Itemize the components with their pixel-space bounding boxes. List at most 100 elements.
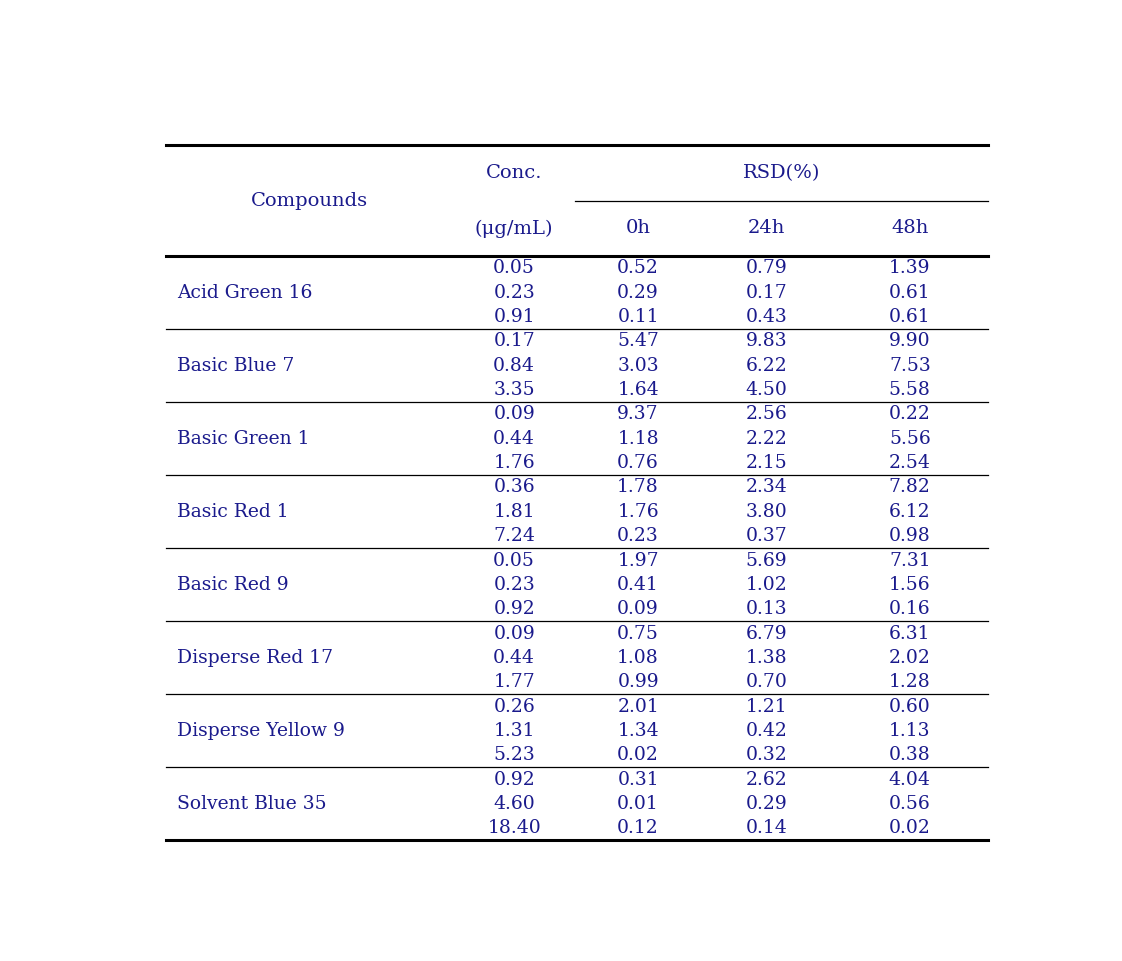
Text: 1.38: 1.38 <box>745 649 788 667</box>
Text: 0.44: 0.44 <box>494 649 535 667</box>
Text: 3.80: 3.80 <box>745 503 788 521</box>
Text: 9.37: 9.37 <box>617 406 659 424</box>
Text: 0.42: 0.42 <box>745 722 788 740</box>
Text: Solvent Blue 35: Solvent Blue 35 <box>177 795 327 813</box>
Text: 0.02: 0.02 <box>617 747 659 764</box>
Text: 0.56: 0.56 <box>889 795 930 813</box>
Text: Disperse Red 17: Disperse Red 17 <box>177 649 333 667</box>
Text: 2.22: 2.22 <box>745 430 788 448</box>
Text: 0.36: 0.36 <box>494 479 535 497</box>
Text: 6.79: 6.79 <box>745 625 788 643</box>
Text: 1.76: 1.76 <box>494 455 535 472</box>
Text: 4.04: 4.04 <box>889 771 931 789</box>
Text: 0h: 0h <box>626 219 651 237</box>
Text: 3.03: 3.03 <box>617 357 659 375</box>
Text: 5.69: 5.69 <box>745 552 788 570</box>
Text: 1.28: 1.28 <box>889 674 930 691</box>
Text: 9.83: 9.83 <box>745 333 788 351</box>
Text: Basic Green 1: Basic Green 1 <box>177 430 310 448</box>
Text: 1.39: 1.39 <box>889 259 930 278</box>
Text: 7.53: 7.53 <box>889 357 930 375</box>
Text: 1.21: 1.21 <box>745 698 788 716</box>
Text: 48h: 48h <box>891 219 929 237</box>
Text: 6.12: 6.12 <box>889 503 930 521</box>
Text: 0.60: 0.60 <box>889 698 930 716</box>
Text: 0.70: 0.70 <box>745 674 788 691</box>
Text: 5.47: 5.47 <box>617 333 659 351</box>
Text: 0.22: 0.22 <box>889 406 931 424</box>
Text: 0.98: 0.98 <box>889 528 930 545</box>
Text: 2.54: 2.54 <box>889 455 931 472</box>
Text: 0.76: 0.76 <box>617 455 659 472</box>
Text: 0.61: 0.61 <box>889 283 930 302</box>
Text: 1.56: 1.56 <box>889 576 930 594</box>
Text: 0.43: 0.43 <box>745 308 788 326</box>
Text: 0.01: 0.01 <box>617 795 659 813</box>
Text: 3.35: 3.35 <box>494 382 535 399</box>
Text: 0.99: 0.99 <box>617 674 659 691</box>
Text: 2.02: 2.02 <box>889 649 931 667</box>
Text: 0.31: 0.31 <box>617 771 659 789</box>
Text: 5.23: 5.23 <box>494 747 535 764</box>
Text: 0.84: 0.84 <box>494 357 535 375</box>
Text: 0.09: 0.09 <box>617 601 659 618</box>
Text: 1.78: 1.78 <box>617 479 659 497</box>
Text: 4.60: 4.60 <box>494 795 535 813</box>
Text: 1.31: 1.31 <box>494 722 535 740</box>
Text: 0.23: 0.23 <box>494 576 535 594</box>
Text: 0.11: 0.11 <box>617 308 659 326</box>
Text: Basic Red 9: Basic Red 9 <box>177 576 288 594</box>
Text: 4.50: 4.50 <box>745 382 788 399</box>
Text: Basic Red 1: Basic Red 1 <box>177 503 288 521</box>
Text: 1.76: 1.76 <box>617 503 659 521</box>
Text: 7.82: 7.82 <box>889 479 931 497</box>
Text: 0.75: 0.75 <box>617 625 659 643</box>
Text: 2.62: 2.62 <box>745 771 788 789</box>
Text: 0.26: 0.26 <box>494 698 535 716</box>
Text: 24h: 24h <box>747 219 785 237</box>
Text: 0.41: 0.41 <box>617 576 659 594</box>
Text: 9.90: 9.90 <box>889 333 930 351</box>
Text: 1.18: 1.18 <box>617 430 659 448</box>
Text: 0.92: 0.92 <box>494 771 535 789</box>
Text: 1.81: 1.81 <box>494 503 535 521</box>
Text: Disperse Yellow 9: Disperse Yellow 9 <box>177 722 344 740</box>
Text: 0.16: 0.16 <box>889 601 930 618</box>
Text: 0.09: 0.09 <box>494 406 535 424</box>
Text: 2.15: 2.15 <box>745 455 788 472</box>
Text: 0.92: 0.92 <box>494 601 535 618</box>
Text: Conc.: Conc. <box>486 163 542 182</box>
Text: 7.24: 7.24 <box>494 528 535 545</box>
Text: 2.56: 2.56 <box>745 406 788 424</box>
Text: (μg/mL): (μg/mL) <box>475 219 553 237</box>
Text: 0.05: 0.05 <box>494 552 535 570</box>
Text: Acid Green 16: Acid Green 16 <box>177 283 312 302</box>
Text: Compounds: Compounds <box>251 191 368 209</box>
Text: 5.58: 5.58 <box>889 382 931 399</box>
Text: 0.02: 0.02 <box>889 820 931 837</box>
Text: Basic Blue 7: Basic Blue 7 <box>177 357 294 375</box>
Text: 0.29: 0.29 <box>617 283 659 302</box>
Text: 0.61: 0.61 <box>889 308 930 326</box>
Text: 0.23: 0.23 <box>617 528 659 545</box>
Text: 0.38: 0.38 <box>889 747 930 764</box>
Text: 0.12: 0.12 <box>617 820 659 837</box>
Text: 0.91: 0.91 <box>494 308 535 326</box>
Text: 0.17: 0.17 <box>745 283 788 302</box>
Text: 7.31: 7.31 <box>889 552 930 570</box>
Text: 0.05: 0.05 <box>494 259 535 278</box>
Text: 0.37: 0.37 <box>745 528 788 545</box>
Text: 1.64: 1.64 <box>617 382 659 399</box>
Text: 5.56: 5.56 <box>889 430 930 448</box>
Text: 0.13: 0.13 <box>745 601 788 618</box>
Text: 6.31: 6.31 <box>889 625 930 643</box>
Text: RSD(%): RSD(%) <box>743 163 820 182</box>
Text: 0.44: 0.44 <box>494 430 535 448</box>
Text: 0.79: 0.79 <box>745 259 788 278</box>
Text: 0.29: 0.29 <box>745 795 788 813</box>
Text: 2.01: 2.01 <box>617 698 659 716</box>
Text: 0.52: 0.52 <box>617 259 659 278</box>
Text: 1.08: 1.08 <box>617 649 659 667</box>
Text: 1.34: 1.34 <box>617 722 659 740</box>
Text: 2.34: 2.34 <box>745 479 788 497</box>
